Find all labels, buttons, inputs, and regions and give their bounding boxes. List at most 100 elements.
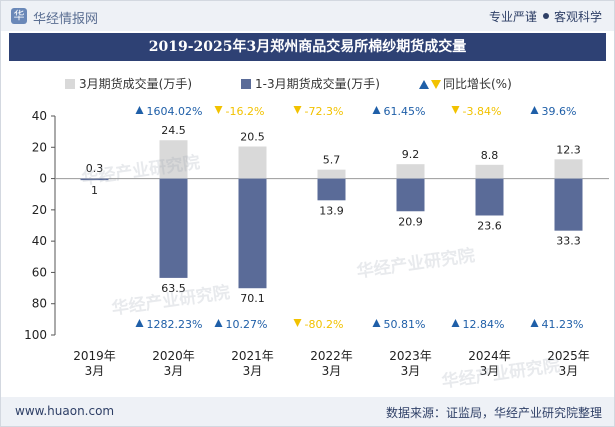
bar-march [554, 159, 583, 179]
x-tick-label: 2025年 [547, 349, 590, 363]
site-tagline: 专业严谨 客观科学 [489, 8, 602, 25]
legend-label-cumulative: 1-3月期货成交量(万手) [255, 76, 380, 91]
growth-down-arrow-icon [293, 106, 302, 114]
growth-up-arrow-icon [530, 106, 539, 114]
growth-cumulative-value: -80.2% [305, 318, 344, 331]
growth-annotations: 1604.02% -16.2% -72.3% 61.45% -3.84% 39.6% 128… [135, 105, 584, 331]
data-label-cumulative: 33.3 [556, 235, 581, 248]
growth-march-value: 61.45% [384, 105, 426, 118]
legend-up-arrow-icon [419, 80, 429, 89]
bar-march [317, 169, 346, 179]
y-tick-label: 20 [32, 140, 47, 154]
legend-swatch-march [65, 79, 75, 89]
data-labels: 0.3 1 24.5 63.5 20.5 70.1 5.7 13.9 9.2 20.9 8.8 23.… [86, 124, 581, 305]
growth-up-arrow-icon [372, 319, 381, 327]
footer-source: 数据来源：证监局，华经产业研究院整理 [385, 406, 602, 420]
legend-swatch-cumulative [241, 79, 251, 89]
y-tick-label: 40 [32, 234, 47, 248]
y-tick-label: 60 [32, 265, 47, 279]
data-label-cumulative: 1 [91, 184, 98, 197]
x-tick-label: 3月 [480, 364, 500, 378]
x-axis-ticks: 2019年3月2020年3月2021年3月2022年3月2023年3月2024年… [73, 349, 590, 378]
growth-up-arrow-icon [451, 319, 460, 327]
growth-cumulative-value: 12.84% [463, 318, 505, 331]
bar-cumulative [396, 178, 425, 212]
bar-march [238, 146, 267, 179]
site-name[interactable]: 华经情报网 [33, 12, 99, 27]
y-tick-label: 20 [32, 203, 47, 217]
growth-march-value: -72.3% [305, 105, 344, 118]
x-tick-label: 3月 [322, 364, 342, 378]
data-label-march: 0.3 [86, 162, 104, 175]
x-tick-label: 3月 [243, 364, 263, 378]
growth-cumulative-value: 10.27% [226, 318, 268, 331]
x-tick-label: 3月 [164, 364, 184, 378]
chart-title: 2019-2025年3月郑州商品交易所棉纱期货成交量 [9, 33, 606, 61]
bar-march [475, 164, 504, 179]
bar-chart: 3月期货成交量(万手) 1-3月期货成交量(万手) 同比增长(%) 40 20 0 2… [24, 76, 609, 378]
growth-march-value: -3.84% [463, 105, 502, 118]
data-label-march: 5.7 [323, 154, 341, 167]
x-tick-label: 3月 [85, 364, 105, 378]
growth-up-arrow-icon [135, 319, 144, 327]
bar-cumulative [554, 178, 583, 231]
growth-up-arrow-icon [530, 319, 539, 327]
bar-cumulative [238, 178, 267, 289]
data-label-cumulative: 70.1 [240, 292, 265, 305]
data-label-march: 20.5 [240, 131, 265, 144]
legend-label-growth: 同比增长(%) [443, 77, 512, 91]
growth-cumulative-value: 41.23% [542, 318, 584, 331]
tagline-right: 客观科学 [553, 10, 602, 24]
data-label-cumulative: 23.6 [477, 219, 502, 232]
x-tick-label: 3月 [559, 364, 579, 378]
data-label-cumulative: 13.9 [319, 204, 344, 217]
x-tick-label: 2020年 [152, 349, 195, 363]
footer-url-link[interactable]: www.huaon.com [15, 404, 115, 418]
bar-cumulative [80, 178, 109, 181]
site-footer: www.huaon.com 数据来源：证监局，华经产业研究院整理 [1, 397, 614, 426]
data-label-march: 24.5 [161, 124, 186, 137]
y-tick-label: 40 [32, 109, 47, 123]
growth-march-value: 39.6% [542, 105, 577, 118]
bar-series [80, 140, 583, 289]
growth-down-arrow-icon [214, 106, 223, 114]
data-label-march: 12.3 [556, 143, 581, 156]
bar-march [396, 164, 425, 179]
bullet-dot-icon [542, 13, 549, 19]
legend-label-march: 3月期货成交量(万手) [79, 76, 192, 91]
x-tick-label: 2023年 [389, 349, 432, 363]
x-tick-label: 3月 [401, 364, 421, 378]
bar-cumulative [317, 178, 346, 201]
bar-cumulative [159, 178, 188, 278]
y-tick-label: 0 [39, 172, 47, 186]
tagline-left: 专业严谨 [488, 10, 537, 24]
growth-march-value: -16.2% [226, 105, 265, 118]
bar-march [159, 140, 188, 179]
growth-down-arrow-icon [451, 106, 460, 114]
growth-up-arrow-icon [372, 106, 381, 114]
y-axis-ticks: 40 20 0 20 40 60 80 100 [24, 109, 55, 342]
y-tick-label: 100 [24, 328, 47, 342]
growth-up-arrow-icon [214, 319, 223, 327]
site-header: 华 华经情报网 专业严谨 客观科学 [1, 1, 614, 31]
bar-cumulative [475, 178, 504, 216]
growth-up-arrow-icon [135, 106, 144, 114]
x-tick-label: 2019年 [73, 349, 116, 363]
data-label-march: 8.8 [481, 149, 499, 162]
legend-down-arrow-icon [431, 80, 441, 89]
x-tick-label: 2024年 [468, 349, 511, 363]
data-label-cumulative: 20.9 [398, 215, 423, 228]
growth-cumulative-value: 1282.23% [147, 318, 203, 331]
growth-down-arrow-icon [293, 319, 302, 327]
data-label-cumulative: 63.5 [161, 282, 186, 295]
x-tick-label: 2021年 [231, 349, 274, 363]
data-label-march: 9.2 [402, 148, 420, 161]
growth-march-value: 1604.02% [147, 105, 203, 118]
growth-cumulative-value: 50.81% [384, 318, 426, 331]
x-tick-label: 2022年 [310, 349, 353, 363]
chart-legend: 3月期货成交量(万手) 1-3月期货成交量(万手) 同比增长(%) [65, 76, 512, 91]
hua-logo-icon: 华 [11, 8, 27, 24]
y-tick-label: 80 [32, 297, 47, 311]
bar-march [80, 178, 109, 179]
